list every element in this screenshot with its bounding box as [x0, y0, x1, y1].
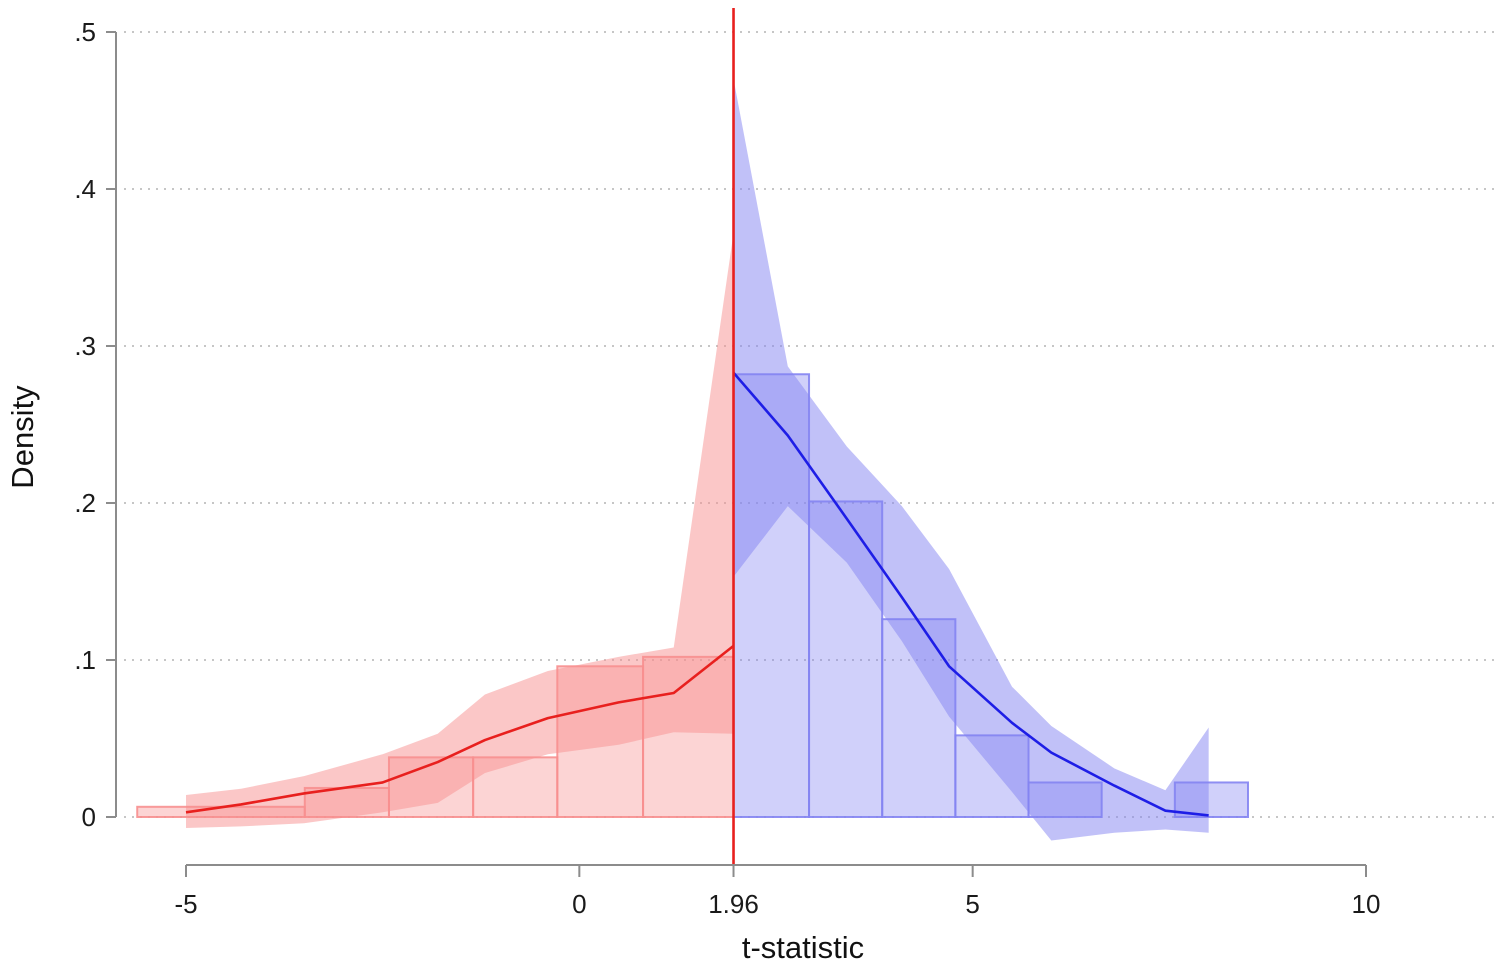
y-tick-label-1: .1	[74, 645, 96, 675]
x-tick-label-2: 1.96	[708, 889, 759, 919]
y-tick-label-4: .4	[74, 174, 96, 204]
x-tick-label-4: 10	[1352, 889, 1381, 919]
y-tick-label-0: 0	[82, 802, 96, 832]
density-line-above	[732, 371, 1209, 817]
axes	[115, 32, 1366, 866]
density-line-below	[185, 644, 735, 814]
x-tick-label-3: 5	[965, 889, 979, 919]
tick-labels: 0 .1 .2 .3 .4 .5 -5 0 1.96 5 10	[74, 17, 1380, 919]
confidence-band-below	[186, 232, 734, 828]
x-tick-label-1: 0	[572, 889, 586, 919]
y-tick-label-5: .5	[74, 17, 96, 47]
density-lines	[185, 371, 1209, 817]
confidence-bands	[186, 79, 1209, 841]
y-tick-label-3: .3	[74, 331, 96, 361]
x-axis-title: t-statistic	[742, 930, 864, 965]
y-axis-title: Density	[5, 385, 40, 489]
confidence-band-above	[733, 79, 1209, 841]
x-tick-label-0: -5	[174, 889, 197, 919]
y-tick-label-2: .2	[74, 488, 96, 518]
